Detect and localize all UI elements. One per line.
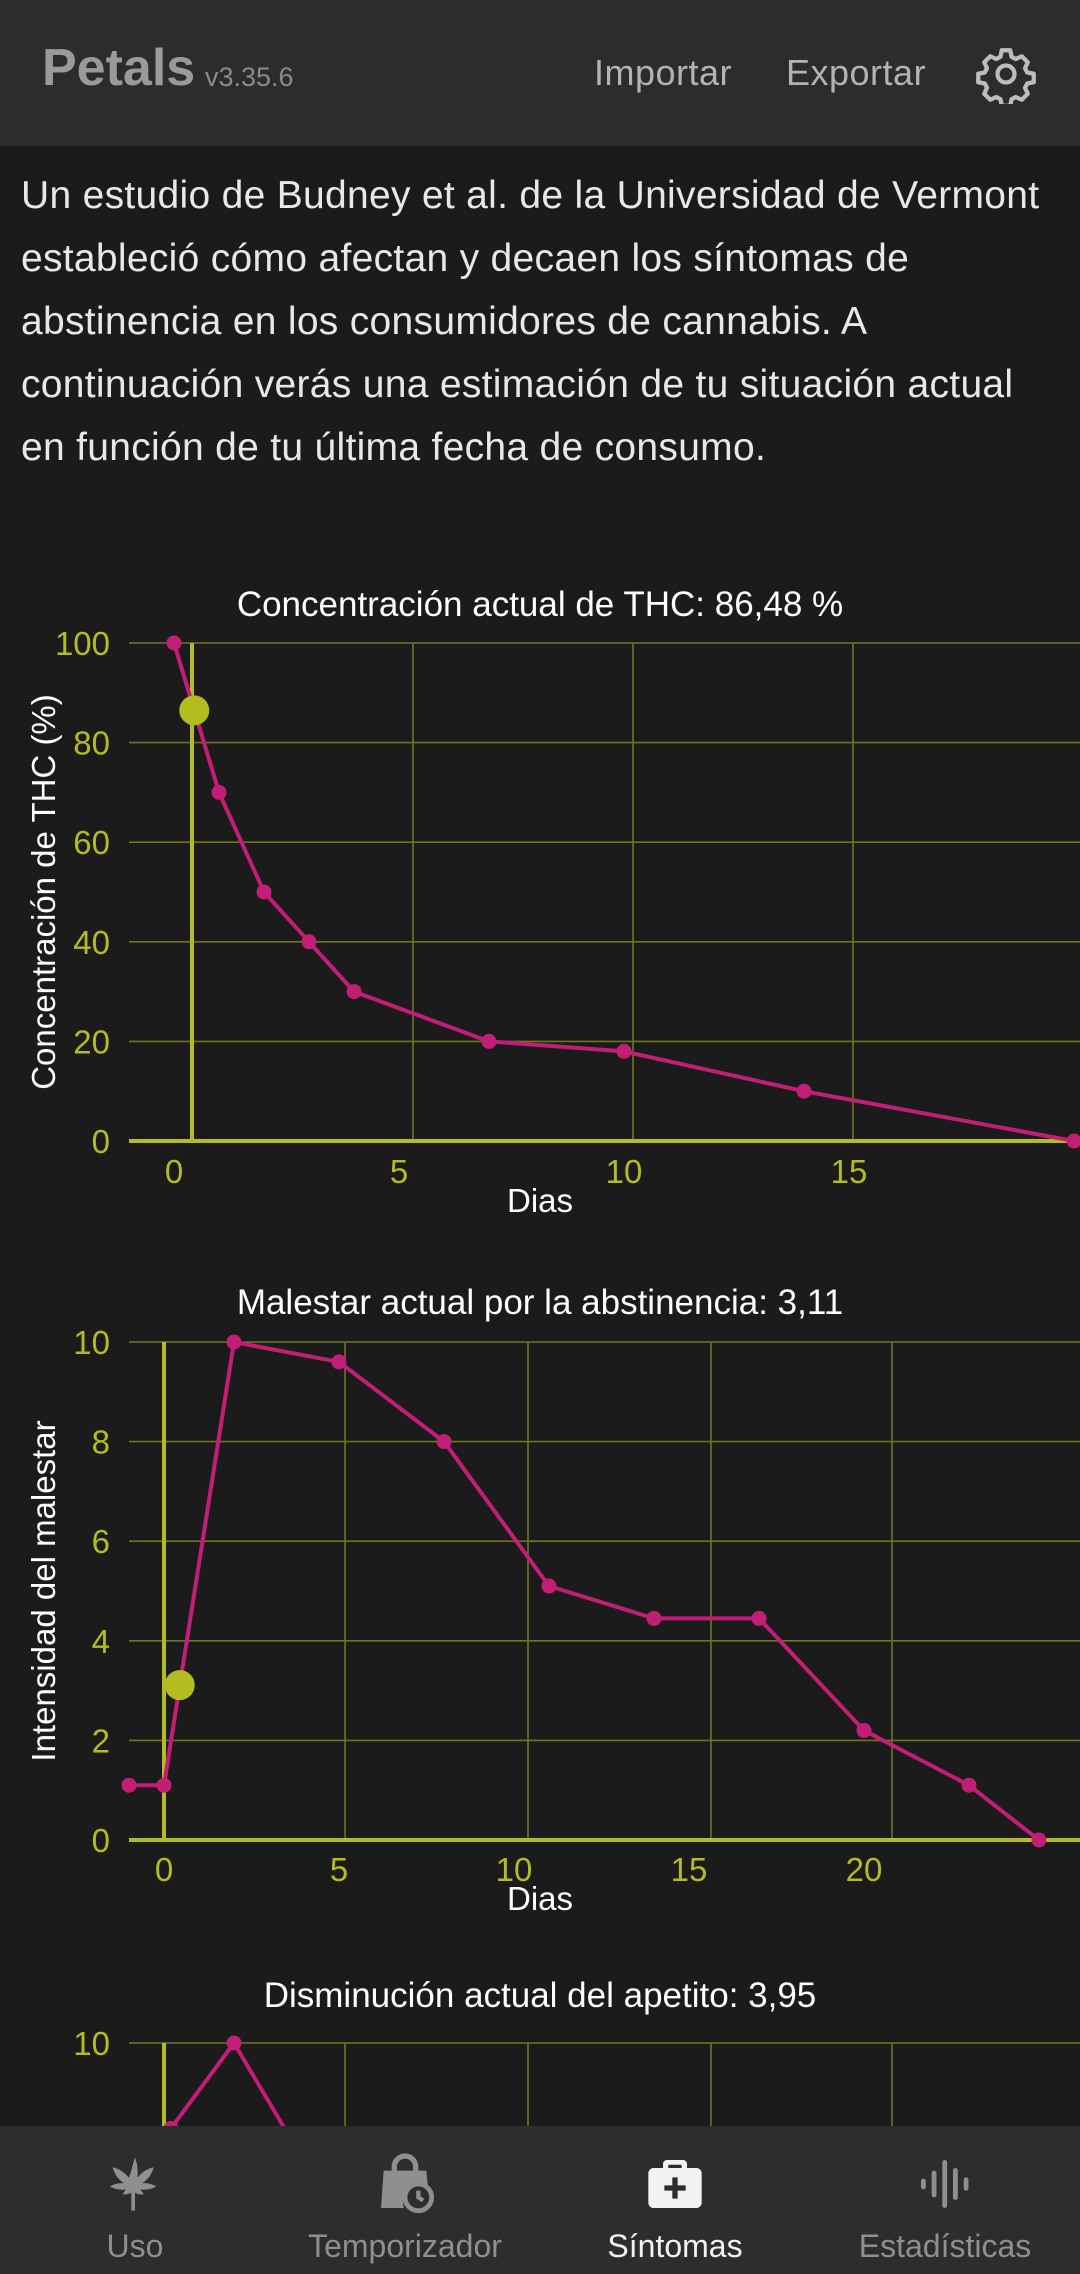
x-tick-label: 15 xyxy=(831,1153,868,1190)
y-tick-label: 0 xyxy=(92,1123,110,1160)
data-point xyxy=(646,1610,662,1626)
nav-item-sintomas[interactable]: Síntomas xyxy=(590,2126,760,2274)
series-line xyxy=(129,1340,1041,1842)
data-point xyxy=(346,984,362,1000)
gear-icon[interactable] xyxy=(976,44,1036,104)
data-point xyxy=(211,784,227,800)
data-point xyxy=(121,1777,137,1793)
data-point xyxy=(226,2035,242,2051)
data-point xyxy=(541,1578,557,1594)
x-tick-label: 5 xyxy=(390,1153,408,1190)
intro-paragraph: Un estudio de Budney et al. de la Univer… xyxy=(21,174,1040,469)
nav-item-uso[interactable]: Uso xyxy=(55,2126,215,2274)
data-point xyxy=(156,1777,172,1793)
y-tick-label: 0 xyxy=(92,1822,110,1859)
data-point xyxy=(481,1033,497,1049)
data-point xyxy=(163,2120,179,2126)
cannabis-leaf-icon xyxy=(109,2157,157,2211)
bottom-navigation: Uso Temporizador Síntomas Estadísticas xyxy=(0,2126,1080,2274)
x-tick-label: 20 xyxy=(846,1851,883,1888)
thc-concentration-chart: Concentración actual de THC: 86,48 % 0 20 4… xyxy=(0,580,1080,1240)
export-button[interactable]: Exportar xyxy=(786,52,927,93)
data-point xyxy=(751,1610,767,1626)
x-tick-label: 10 xyxy=(606,1153,643,1190)
data-point xyxy=(1066,1133,1080,1149)
x-tick-label: 10 xyxy=(496,1851,533,1888)
import-button[interactable]: Importar xyxy=(594,52,733,93)
data-point xyxy=(796,1083,812,1099)
data-point xyxy=(961,1777,977,1793)
chart-svg: Malestar actual por la abstinencia: 3,11… xyxy=(25,1283,1080,1917)
data-point xyxy=(301,934,317,950)
nav-item-temporizador[interactable]: Temporizador xyxy=(290,2126,520,2274)
y-tick-label: 40 xyxy=(73,924,110,961)
data-point xyxy=(256,884,272,900)
nav-label: Estadísticas xyxy=(858,2228,1032,2264)
x-tick-label: 0 xyxy=(165,1153,183,1190)
y-tick-label: 80 xyxy=(73,725,110,762)
y-axis-label: Concentración de THC (%) xyxy=(25,694,62,1090)
data-point xyxy=(436,1434,452,1450)
chart-svg: Disminución actual del apetito: 3,95 10 xyxy=(73,1976,1080,2126)
timer-bag-icon xyxy=(381,2153,435,2214)
y-tick-label: 20 xyxy=(73,1023,110,1060)
data-point xyxy=(331,1354,347,1370)
first-aid-kit-icon xyxy=(648,2160,702,2208)
current-value-marker xyxy=(179,695,210,726)
app-title: Petals xyxy=(42,39,196,97)
x-axis-label: Dias xyxy=(507,1182,573,1219)
data-point xyxy=(1031,1832,1047,1848)
nav-label: Uso xyxy=(106,2228,164,2264)
waveform-icon xyxy=(921,2160,969,2208)
appetite-decrease-chart: Disminución actual del apetito: 3,95 10 xyxy=(0,1975,1080,2126)
nav-label: Síntomas xyxy=(607,2228,743,2264)
y-tick-label: 2 xyxy=(92,1722,110,1759)
x-tick-label: 15 xyxy=(671,1851,708,1888)
y-tick-label: 100 xyxy=(55,625,110,662)
y-tick-label: 4 xyxy=(92,1623,110,1660)
data-point xyxy=(856,1722,872,1738)
data-point xyxy=(616,1043,632,1059)
y-tick-label: 60 xyxy=(73,824,110,861)
chart-title: Disminución actual del apetito: 3,95 xyxy=(264,1976,817,2015)
chart-title: Malestar actual por la abstinencia: 3,11 xyxy=(237,1283,843,1322)
x-tick-label: 5 xyxy=(330,1851,348,1888)
series-line xyxy=(172,642,1075,1143)
data-point xyxy=(166,635,182,651)
y-tick-label: 10 xyxy=(73,2025,110,2062)
y-axis-label: Intensidad del malestar xyxy=(25,1420,62,1761)
y-tick-label: 10 xyxy=(73,1324,110,1361)
app-version: v3.35.6 xyxy=(205,62,294,92)
current-value-marker xyxy=(164,1670,195,1701)
nav-label: Temporizador xyxy=(308,2228,502,2264)
data-point xyxy=(226,1334,242,1350)
x-axis-label: Dias xyxy=(507,1880,573,1917)
y-tick-label: 8 xyxy=(92,1424,110,1461)
chart-svg: Concentración actual de THC: 86,48 % 0 20 4… xyxy=(25,585,1080,1219)
withdrawal-discomfort-chart: Malestar actual por la abstinencia: 3,11… xyxy=(0,1278,1080,1938)
y-tick-label: 6 xyxy=(92,1523,110,1560)
nav-item-estadisticas[interactable]: Estadísticas xyxy=(840,2126,1050,2274)
x-tick-label: 0 xyxy=(155,1851,173,1888)
top-app-bar: Petals v3.35.6 Importar Exportar xyxy=(0,0,1080,146)
chart-title: Concentración actual de THC: 86,48 % xyxy=(237,585,843,624)
series-line xyxy=(170,2041,286,2126)
